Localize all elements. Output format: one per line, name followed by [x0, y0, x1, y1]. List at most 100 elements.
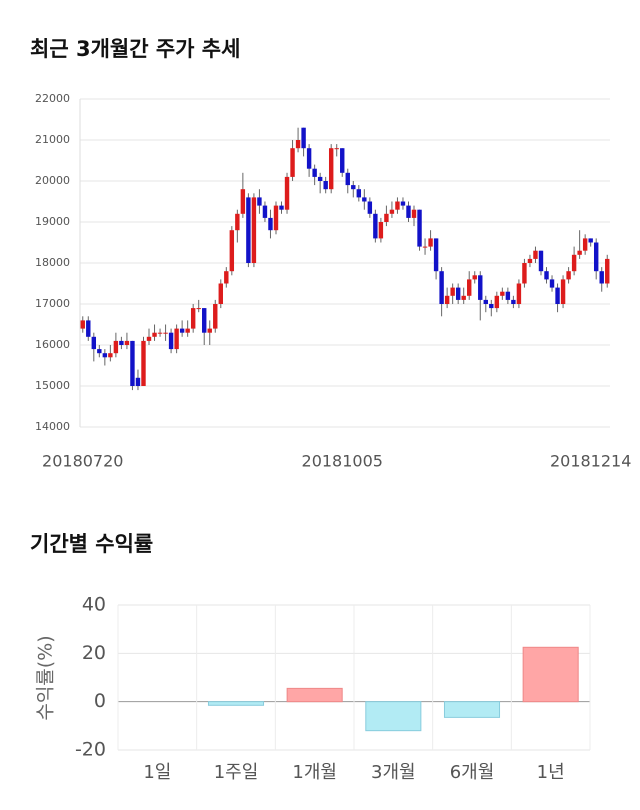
- y-tick-label: 22000: [35, 92, 70, 105]
- candle-body: [279, 205, 284, 210]
- candle-body: [489, 304, 494, 309]
- candle-body: [389, 209, 395, 214]
- candle-body: [213, 304, 218, 329]
- candle-body: [268, 217, 273, 231]
- candle-body: [362, 197, 367, 202]
- candle-body: [494, 295, 500, 309]
- candle-body: [406, 205, 411, 218]
- candle-body: [290, 148, 295, 177]
- candle-body: [367, 201, 373, 214]
- candle-body: [444, 295, 450, 304]
- candle-body: [179, 328, 185, 333]
- candle-body: [450, 287, 455, 296]
- candle-body: [251, 197, 257, 263]
- candle-body: [555, 287, 560, 304]
- candle-body: [356, 189, 362, 198]
- candle-body: [124, 340, 130, 345]
- candle-body: [306, 148, 312, 169]
- candle-body: [334, 148, 339, 150]
- candle-body: [141, 340, 146, 386]
- bar: [207, 701, 265, 706]
- candle-body: [400, 201, 406, 206]
- candle-body: [373, 213, 378, 239]
- candle-body: [433, 238, 439, 272]
- x-tick-label: 20181214: [550, 452, 631, 471]
- y-tick-label: 0: [94, 690, 106, 712]
- candle-body: [113, 340, 119, 354]
- candle-body: [163, 332, 168, 334]
- candle-body: [146, 336, 152, 341]
- candle-body: [422, 246, 428, 248]
- candle-body: [582, 238, 588, 251]
- candle-body: [527, 258, 533, 263]
- candle-body: [317, 176, 323, 181]
- candle-body: [593, 242, 599, 272]
- chart-title: 기간별 수익률: [30, 532, 153, 556]
- candle-body: [80, 320, 85, 329]
- candle-body: [395, 201, 400, 210]
- y-tick-label: 14000: [35, 420, 70, 433]
- candle-body: [190, 308, 196, 329]
- candle-body: [549, 279, 555, 288]
- candle-body: [384, 213, 389, 222]
- candle-body: [102, 353, 108, 358]
- bar: [443, 701, 501, 718]
- candle-body: [566, 271, 571, 280]
- x-tick-label: 6개월: [450, 762, 495, 783]
- candle-body: [544, 271, 549, 280]
- candle-body: [411, 209, 417, 218]
- candle-body: [240, 189, 246, 214]
- y-tick-label: 20000: [35, 174, 70, 187]
- x-tick-label: 1년: [537, 762, 565, 783]
- candle-body: [328, 148, 334, 190]
- candle-body: [500, 291, 505, 296]
- candle-body: [301, 127, 306, 149]
- candle-body: [461, 295, 466, 300]
- candle-body: [483, 299, 488, 304]
- candle-body: [224, 271, 229, 284]
- x-tick-label: 1주일: [214, 762, 259, 783]
- candle-body: [323, 181, 328, 190]
- y-tick-label: 21000: [35, 133, 70, 146]
- candle-body: [340, 148, 345, 173]
- candle-body: [91, 336, 97, 350]
- candle-body: [351, 185, 356, 190]
- candle-body: [571, 254, 577, 272]
- candle-body: [428, 238, 433, 247]
- y-tick-label: 19000: [35, 215, 70, 228]
- candle-body: [560, 279, 566, 304]
- candle-body: [152, 332, 157, 337]
- candle-body: [235, 213, 240, 231]
- y-tick-label: 16000: [35, 338, 70, 351]
- y-tick-label: 20: [82, 642, 106, 664]
- candle-body: [257, 197, 262, 206]
- bar: [522, 646, 579, 703]
- candle-body: [229, 230, 235, 272]
- x-tick-label: 20180720: [42, 452, 123, 471]
- candle-body: [605, 258, 610, 284]
- candle-body: [218, 283, 223, 304]
- candle-body: [516, 283, 522, 304]
- candle-body: [599, 271, 604, 284]
- candle-body: [284, 176, 290, 210]
- candle-body: [312, 168, 317, 177]
- bar: [286, 687, 343, 703]
- bar: [365, 701, 422, 732]
- candle-body: [522, 263, 527, 284]
- candle-body: [273, 205, 279, 231]
- y-tick-label: 40: [82, 594, 106, 616]
- candle-body: [97, 349, 102, 354]
- candle-body: [108, 353, 113, 358]
- y-tick-label: 18000: [35, 256, 70, 269]
- candle-body: [86, 320, 91, 337]
- x-tick-label: 20181005: [302, 452, 383, 471]
- candle-body: [533, 250, 538, 259]
- y-tick-label: 15000: [35, 379, 70, 392]
- x-tick-label: 3개월: [371, 762, 416, 783]
- candle-body: [119, 340, 124, 345]
- candle-body: [417, 209, 422, 247]
- candle-body: [588, 238, 593, 243]
- candle-body: [505, 291, 511, 300]
- candle-body: [196, 308, 201, 310]
